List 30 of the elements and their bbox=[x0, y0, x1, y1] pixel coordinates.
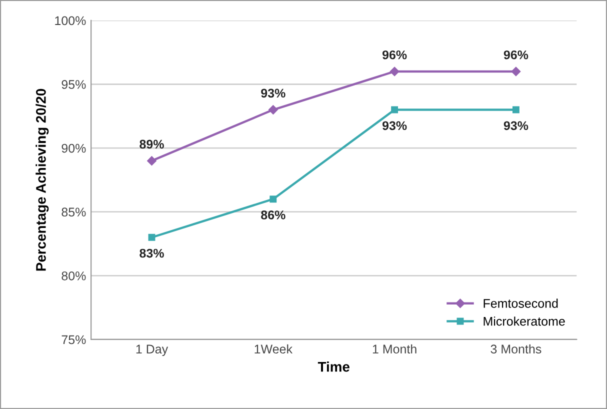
point bbox=[511, 66, 521, 76]
data-label: 93% bbox=[504, 121, 528, 130]
data-label: 96% bbox=[504, 50, 528, 60]
legend-label: Femtosecond bbox=[484, 298, 558, 308]
y-tick-label: 75% bbox=[62, 335, 86, 344]
data-label: 93% bbox=[382, 121, 407, 130]
point bbox=[147, 156, 156, 166]
y-axis-title: Percentage Achieving 20/20 bbox=[36, 88, 49, 271]
legend-label: Microkeratome bbox=[484, 316, 565, 326]
data-label: 96% bbox=[382, 50, 407, 60]
x-tick-label: 1 Month bbox=[372, 344, 416, 354]
data-label: 89% bbox=[140, 140, 164, 149]
y-tick-label: 95% bbox=[62, 80, 86, 89]
y-tick-label: 85% bbox=[62, 208, 86, 217]
point bbox=[148, 234, 156, 241]
point bbox=[390, 66, 400, 76]
y-tick-label: 80% bbox=[62, 271, 86, 280]
x-tick-label: 3 Months bbox=[490, 344, 542, 354]
y-tick-label: 100% bbox=[55, 16, 86, 26]
data-label: 93% bbox=[261, 88, 286, 98]
point bbox=[391, 106, 398, 114]
y-tick-label: 90% bbox=[62, 144, 86, 153]
x-tick-label: 1 Day bbox=[136, 344, 168, 356]
point bbox=[512, 106, 520, 114]
data-label: 86% bbox=[261, 210, 286, 220]
x-axis-title: Time bbox=[318, 362, 350, 372]
point bbox=[270, 196, 277, 203]
data-label: 83% bbox=[140, 248, 164, 258]
point bbox=[268, 105, 278, 114]
x-tick-label: 1Week bbox=[254, 344, 293, 354]
